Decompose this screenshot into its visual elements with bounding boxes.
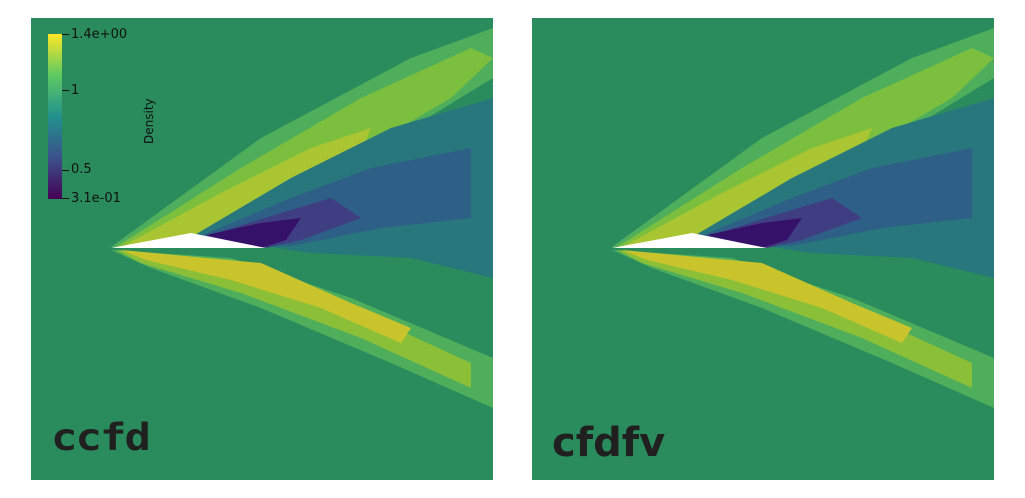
cbar-tick-max [62,34,69,35]
cbar-tick-label-1: 1 [71,83,80,98]
density-field-right [612,28,994,408]
upper-shock-mid [617,48,994,247]
lower-shock-inner [121,250,411,343]
lower-shock-mid [116,250,471,388]
right-panel: cfdfv [532,18,994,480]
upper-shock-inner [121,128,371,247]
lower-shock-outer [612,250,994,408]
left-panel: 1.4e+00 1 0.5 3.1e-01 Density ccfd [31,18,493,480]
lower-shock-inner [622,250,912,343]
cbar-tick-min [62,198,69,199]
cbar-tick-1 [62,90,69,91]
cbar-title: Density [142,98,156,144]
lower-shock-outer [111,250,493,408]
airfoil [111,233,266,248]
density-field-left [111,28,493,408]
expansion-deep [206,218,301,248]
lower-shock-mid [617,250,972,388]
airfoil [612,233,767,248]
cbar-min-label: 3.1e-01 [71,191,121,206]
logo-ccfd: ccfd [51,416,151,460]
logo-cfdfv: cfdfv [552,420,666,466]
upper-shock-inner [622,128,872,247]
colorbar [48,34,62,199]
cbar-max-label: 1.4e+00 [71,27,128,42]
cbar-tick-label-0-5: 0.5 [71,162,92,177]
expansion-deep [707,218,802,248]
cbar-tick-0-5 [62,170,69,171]
upper-shock-mid [116,48,493,247]
